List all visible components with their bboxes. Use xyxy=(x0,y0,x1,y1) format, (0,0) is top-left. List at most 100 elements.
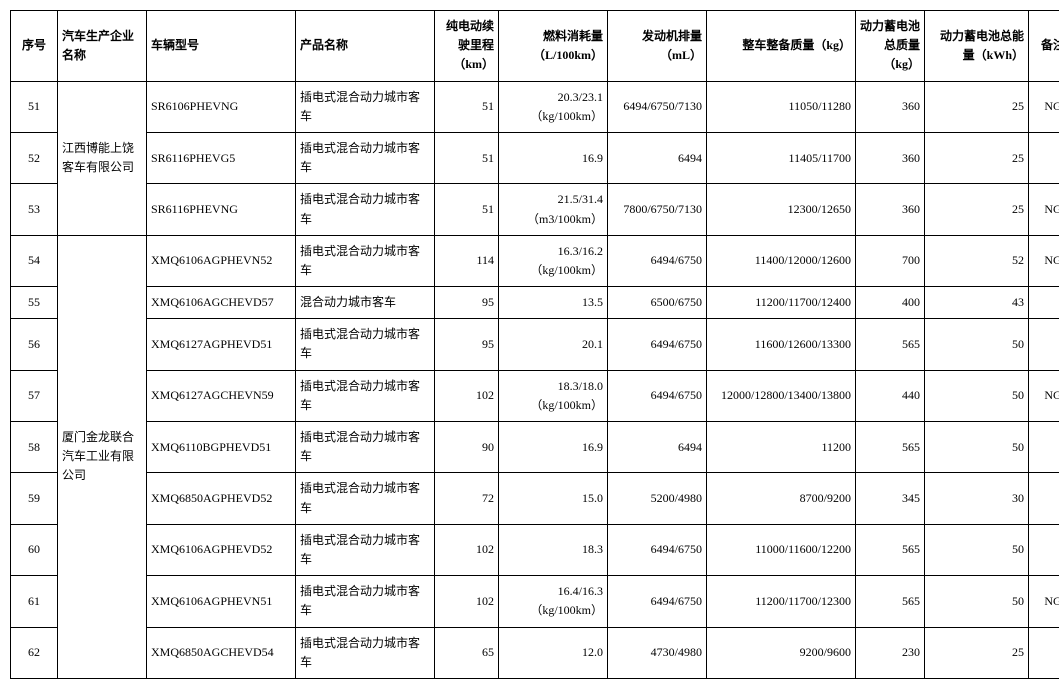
cell-fuel: 12.0 xyxy=(499,627,608,678)
cell-prod: 插电式混合动力城市客车 xyxy=(296,473,435,524)
cell-batw: 345 xyxy=(856,473,925,524)
cell-note xyxy=(1029,422,1059,473)
table-row: 59XMQ6850AGPHEVD52插电式混合动力城市客车7215.05200/… xyxy=(11,473,1059,524)
cell-note xyxy=(1029,473,1059,524)
cell-prod: 混合动力城市客车 xyxy=(296,287,435,319)
cell-prod: 插电式混合动力城市客车 xyxy=(296,524,435,575)
cell-range: 51 xyxy=(435,132,499,183)
cell-prod: 插电式混合动力城市客车 xyxy=(296,422,435,473)
header-note: 备注 xyxy=(1029,11,1059,82)
cell-mass: 11000/11600/12200 xyxy=(707,524,856,575)
cell-note xyxy=(1029,319,1059,370)
cell-bate: 30 xyxy=(925,473,1029,524)
cell-bate: 50 xyxy=(925,422,1029,473)
cell-model: XMQ6850AGCHEVD54 xyxy=(147,627,296,678)
table-row: 62XMQ6850AGCHEVD54插电式混合动力城市客车6512.04730/… xyxy=(11,627,1059,678)
cell-model: XMQ6127AGPHEVD51 xyxy=(147,319,296,370)
cell-note: NG xyxy=(1029,370,1059,421)
cell-mass: 11200 xyxy=(707,422,856,473)
cell-mass: 9200/9600 xyxy=(707,627,856,678)
cell-model: XMQ6106AGPHEVN52 xyxy=(147,235,296,286)
cell-batw: 565 xyxy=(856,422,925,473)
cell-range: 95 xyxy=(435,319,499,370)
cell-bate: 25 xyxy=(925,132,1029,183)
cell-disp: 6494/6750 xyxy=(608,524,707,575)
cell-mass: 12300/12650 xyxy=(707,184,856,235)
cell-prod: 插电式混合动力城市客车 xyxy=(296,576,435,627)
cell-disp: 6494/6750/7130 xyxy=(608,81,707,132)
cell-prod: 插电式混合动力城市客车 xyxy=(296,81,435,132)
cell-seq: 55 xyxy=(11,287,58,319)
cell-batw: 360 xyxy=(856,81,925,132)
cell-disp: 4730/4980 xyxy=(608,627,707,678)
cell-note xyxy=(1029,524,1059,575)
header-model: 车辆型号 xyxy=(147,11,296,82)
cell-note xyxy=(1029,132,1059,183)
cell-seq: 57 xyxy=(11,370,58,421)
cell-seq: 61 xyxy=(11,576,58,627)
header-bate: 动力蓄电池总能量（kWh） xyxy=(925,11,1029,82)
cell-seq: 62 xyxy=(11,627,58,678)
header-fuel: 燃料消耗量（L/100km） xyxy=(499,11,608,82)
cell-fuel: 16.3/16.2（kg/100km） xyxy=(499,235,608,286)
cell-note xyxy=(1029,287,1059,319)
cell-fuel: 21.5/31.4（m3/100km） xyxy=(499,184,608,235)
cell-bate: 25 xyxy=(925,184,1029,235)
cell-model: XMQ6110BGPHEVD51 xyxy=(147,422,296,473)
cell-model: XMQ6106AGPHEVN51 xyxy=(147,576,296,627)
cell-note xyxy=(1029,627,1059,678)
cell-range: 90 xyxy=(435,422,499,473)
cell-bate: 25 xyxy=(925,81,1029,132)
cell-mass: 8700/9200 xyxy=(707,473,856,524)
manufacturer-cell: 厦门金龙联合汽车工业有限公司 xyxy=(58,235,147,678)
cell-seq: 54 xyxy=(11,235,58,286)
cell-mass: 11200/11700/12400 xyxy=(707,287,856,319)
manufacturer-cell: 江西博能上饶客车有限公司 xyxy=(58,81,147,235)
header-batw: 动力蓄电池总质量（kg） xyxy=(856,11,925,82)
header-mass: 整车整备质量（kg） xyxy=(707,11,856,82)
cell-prod: 插电式混合动力城市客车 xyxy=(296,235,435,286)
cell-bate: 50 xyxy=(925,370,1029,421)
table-row: 51江西博能上饶客车有限公司SR6106PHEVNG插电式混合动力城市客车512… xyxy=(11,81,1059,132)
cell-prod: 插电式混合动力城市客车 xyxy=(296,370,435,421)
cell-fuel: 20.3/23.1（kg/100km） xyxy=(499,81,608,132)
cell-model: XMQ6106AGPHEVD52 xyxy=(147,524,296,575)
table-row: 53SR6116PHEVNG插电式混合动力城市客车5121.5/31.4（m3/… xyxy=(11,184,1059,235)
cell-bate: 50 xyxy=(925,576,1029,627)
cell-mass: 11600/12600/13300 xyxy=(707,319,856,370)
cell-seq: 56 xyxy=(11,319,58,370)
table-row: 54厦门金龙联合汽车工业有限公司XMQ6106AGPHEVN52插电式混合动力城… xyxy=(11,235,1059,286)
cell-prod: 插电式混合动力城市客车 xyxy=(296,132,435,183)
header-seq: 序号 xyxy=(11,11,58,82)
cell-range: 102 xyxy=(435,524,499,575)
cell-batw: 360 xyxy=(856,184,925,235)
cell-model: XMQ6850AGPHEVD52 xyxy=(147,473,296,524)
cell-prod: 插电式混合动力城市客车 xyxy=(296,627,435,678)
vehicle-table: 序号汽车生产企业名称车辆型号产品名称纯电动续驶里程（km）燃料消耗量（L/100… xyxy=(10,10,1059,679)
cell-range: 102 xyxy=(435,576,499,627)
header-mfr: 汽车生产企业名称 xyxy=(58,11,147,82)
cell-mass: 12000/12800/13400/13800 xyxy=(707,370,856,421)
cell-fuel: 18.3 xyxy=(499,524,608,575)
cell-note: NG xyxy=(1029,81,1059,132)
cell-fuel: 16.9 xyxy=(499,422,608,473)
header-row: 序号汽车生产企业名称车辆型号产品名称纯电动续驶里程（km）燃料消耗量（L/100… xyxy=(11,11,1059,82)
table-row: 55XMQ6106AGCHEVD57混合动力城市客车9513.56500/675… xyxy=(11,287,1059,319)
cell-bate: 43 xyxy=(925,287,1029,319)
cell-fuel: 15.0 xyxy=(499,473,608,524)
cell-range: 114 xyxy=(435,235,499,286)
cell-seq: 60 xyxy=(11,524,58,575)
cell-fuel: 16.4/16.3（kg/100km） xyxy=(499,576,608,627)
cell-seq: 53 xyxy=(11,184,58,235)
cell-model: SR6106PHEVNG xyxy=(147,81,296,132)
cell-disp: 6494/6750 xyxy=(608,235,707,286)
cell-fuel: 16.9 xyxy=(499,132,608,183)
cell-model: SR6116PHEVNG xyxy=(147,184,296,235)
cell-model: XMQ6127AGCHEVN59 xyxy=(147,370,296,421)
cell-disp: 6494/6750 xyxy=(608,370,707,421)
cell-note: NG xyxy=(1029,235,1059,286)
cell-seq: 51 xyxy=(11,81,58,132)
cell-bate: 52 xyxy=(925,235,1029,286)
cell-disp: 6494/6750 xyxy=(608,576,707,627)
cell-model: SR6116PHEVG5 xyxy=(147,132,296,183)
